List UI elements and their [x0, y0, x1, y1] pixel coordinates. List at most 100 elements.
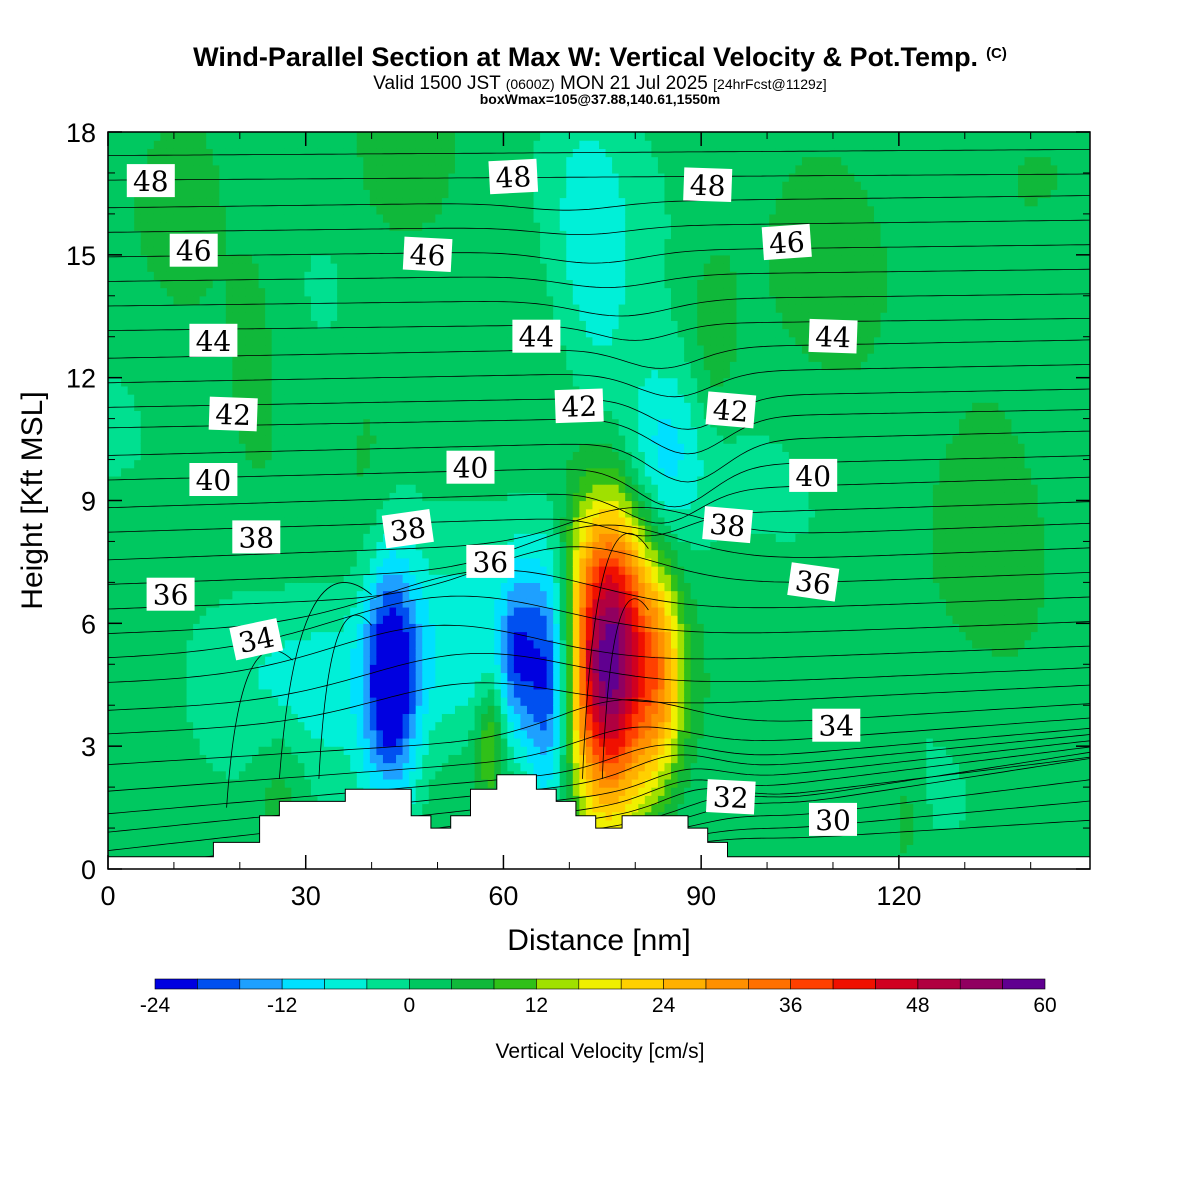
w-cell: [219, 737, 227, 747]
w-cell: [219, 181, 227, 190]
w-cell: [350, 639, 358, 649]
w-cell: [441, 213, 450, 223]
w-cell: [114, 132, 122, 141]
w-cell: [108, 508, 116, 518]
w-cell: [422, 803, 430, 813]
w-cell: [271, 377, 279, 387]
w-cell: [376, 246, 384, 256]
w-cell: [199, 697, 207, 706]
w-cell: [389, 426, 397, 436]
w-cell: [291, 582, 299, 592]
w-cell: [461, 361, 469, 371]
w-cell: [337, 606, 345, 616]
w-cell: [461, 164, 469, 174]
w-cell: [265, 443, 273, 452]
w-cell: [212, 303, 220, 313]
w-cell: [232, 271, 240, 280]
w-cell: [356, 238, 364, 248]
w-cell: [153, 467, 161, 477]
w-cell: [324, 500, 332, 510]
w-cell: [284, 377, 292, 387]
w-cell: [166, 844, 175, 854]
w-cell: [369, 705, 378, 715]
w-cell: [186, 222, 194, 231]
w-cell: [153, 230, 161, 240]
w-cell: [304, 754, 312, 764]
w-cell: [166, 615, 175, 624]
w-cell: [435, 533, 443, 543]
w-cell: [435, 525, 443, 534]
w-cell: [284, 467, 292, 477]
w-cell: [396, 205, 404, 215]
w-cell: [389, 475, 397, 485]
w-cell: [363, 729, 371, 739]
w-cell: [448, 189, 456, 199]
w-cell: [337, 778, 345, 788]
w-cell: [461, 132, 469, 141]
w-cell: [448, 656, 456, 665]
w-cell: [121, 623, 129, 633]
w-cell: [245, 222, 253, 231]
w-cell: [376, 213, 384, 223]
w-cell: [252, 254, 260, 264]
w-cell: [140, 467, 148, 477]
w-cell: [212, 500, 220, 510]
w-cell: [278, 516, 286, 526]
w-cell: [166, 836, 175, 846]
w-cell: [225, 574, 233, 583]
w-cell: [238, 672, 247, 682]
w-cell: [317, 132, 325, 141]
w-cell: [382, 222, 391, 231]
w-cell: [382, 385, 391, 395]
w-cell: [376, 181, 384, 190]
w-cell: [409, 181, 417, 190]
w-cell: [173, 705, 181, 715]
w-cell: [297, 566, 305, 575]
w-cell: [389, 361, 397, 371]
w-cell: [134, 418, 142, 428]
w-cell: [265, 656, 273, 665]
w-cell: [252, 762, 260, 772]
w-cell: [435, 664, 443, 674]
w-cell: [343, 729, 351, 739]
w-cell: [278, 254, 286, 264]
w-cell: [121, 770, 129, 780]
w-cell: [317, 754, 325, 764]
w-cell: [265, 762, 273, 772]
w-cell: [422, 737, 430, 747]
w-cell: [441, 721, 450, 731]
w-cell: [422, 705, 430, 715]
w-cell: [363, 336, 371, 346]
w-cell: [350, 729, 358, 739]
w-cell: [284, 721, 292, 731]
w-cell: [356, 344, 364, 354]
w-cell: [317, 688, 325, 698]
w-cell: [265, 729, 273, 739]
w-cell: [225, 303, 233, 313]
w-cell: [121, 238, 129, 248]
w-cell: [330, 606, 338, 616]
w-cell: [468, 582, 476, 592]
w-cell: [330, 631, 338, 641]
w-cell: [225, 238, 233, 248]
w-cell: [147, 394, 155, 403]
w-cell: [291, 590, 299, 600]
w-cell: [356, 361, 364, 371]
w-cell: [173, 754, 181, 764]
w-cell: [291, 598, 299, 608]
w-cell: [147, 328, 155, 338]
w-cell: [108, 279, 116, 289]
w-cell: [310, 213, 319, 223]
w-cell: [396, 713, 404, 723]
w-cell: [180, 500, 188, 510]
w-cell: [369, 459, 378, 469]
w-cell: [284, 164, 292, 174]
w-cell: [310, 672, 319, 682]
w-cell: [369, 672, 378, 682]
w-cell: [121, 205, 129, 215]
w-cell: [265, 254, 273, 264]
w-cell: [140, 557, 148, 567]
w-cell: [363, 254, 371, 264]
w-cell: [310, 557, 319, 567]
w-cell: [356, 181, 364, 190]
